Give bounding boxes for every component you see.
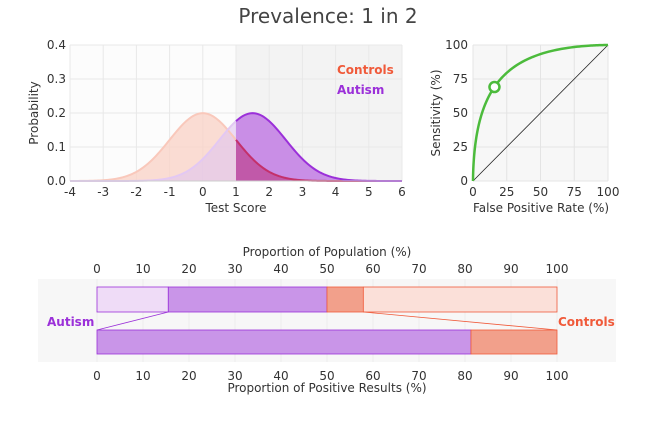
bottom-tick-label: 60 (365, 369, 380, 383)
top-tick-label: 80 (457, 262, 472, 276)
bottom-tick-label: 30 (227, 369, 242, 383)
dist-xlabel: Test Score (204, 201, 266, 215)
connector-autism (96, 311, 169, 331)
population-segment-true-negative (362, 286, 558, 313)
x-tick-label: 5 (365, 185, 373, 199)
top-tick-label: 60 (365, 262, 380, 276)
bottom-tick-label: 50 (319, 369, 334, 383)
x-tick-label: 2 (265, 185, 273, 199)
bottom-tick-label: 0 (93, 369, 101, 383)
bottom-tick-label: 100 (546, 369, 569, 383)
y-tick-label: 100 (445, 38, 468, 52)
roc-xlabel: False Positive Rate (%) (473, 201, 609, 215)
y-tick-label: 25 (453, 140, 468, 154)
autism-negative-area (70, 121, 236, 181)
top-tick-label: 30 (227, 262, 242, 276)
dist-ylabel: Probability (27, 81, 41, 144)
proportion-bars: 0 0 10 10 20 20 30 30 40 40 50 50 60 60 70 70 80 80 90 90 10… (38, 262, 616, 383)
bottom-tick-label: 90 (503, 369, 518, 383)
bar-top-axis-label: Proportion of Population (%) (243, 245, 412, 259)
y-tick-label: 75 (453, 72, 468, 86)
x-tick-label: 25 (499, 185, 514, 199)
x-tick-label: -1 (164, 185, 176, 199)
controls-positive-area (236, 139, 402, 181)
x-tick-label: 100 (597, 185, 620, 199)
population-segment-false-negative (96, 286, 169, 313)
y-tick-label: 0.0 (47, 174, 66, 188)
y-tick-label: 50 (453, 106, 468, 120)
top-tick-label: 0 (93, 262, 101, 276)
bottom-tick-label: 20 (181, 369, 196, 383)
x-tick-label: 0 (469, 185, 477, 199)
top-tick-label: 40 (273, 262, 288, 276)
top-tick-label: 90 (503, 262, 518, 276)
x-tick-label: 6 (398, 185, 406, 199)
roc-curve (471, 43, 608, 181)
population-segment-true-positive (167, 286, 328, 313)
top-tick-label: 10 (135, 262, 150, 276)
y-tick-label: 0.2 (47, 106, 66, 120)
legend-autism: Autism (337, 83, 384, 97)
bottom-tick-label: 80 (457, 369, 472, 383)
positive-segment-controls (470, 329, 558, 355)
roc-chart: 0 25 50 75 100 0 25 50 75 100 (445, 38, 619, 199)
bar-bottom-axis-label: Proportion of Positive Results (%) (227, 381, 426, 395)
page-title: Prevalence: 1 in 2 (238, 4, 418, 28)
y-tick-label: 0.3 (47, 72, 66, 86)
x-tick-label: 50 (533, 185, 548, 199)
bottom-tick-label: 40 (273, 369, 288, 383)
x-tick-label: -2 (130, 185, 142, 199)
connector-controls (363, 311, 558, 331)
x-tick-label: 0 (199, 185, 207, 199)
x-tick-label: 3 (299, 185, 307, 199)
x-tick-label: -4 (64, 185, 76, 199)
distribution-chart: -4 -3 -2 -1 0 1 2 3 4 5 6 0.0 0.1 0.2 0.3 0.4 (47, 38, 406, 199)
bottom-tick-label: 70 (411, 369, 426, 383)
top-tick-label: 20 (181, 262, 196, 276)
controls-negative-area (70, 113, 236, 181)
chance-line (472, 44, 609, 182)
x-tick-label: -3 (97, 185, 109, 199)
bar-legend-autism: Autism (47, 315, 94, 329)
x-tick-label: 75 (567, 185, 582, 199)
population-segment-false-positive (326, 286, 364, 313)
x-tick-label: 1 (232, 185, 240, 199)
roc-ylabel: Sensitivity (%) (429, 69, 443, 156)
legend-controls: Controls (337, 63, 394, 77)
x-tick-label: 4 (332, 185, 340, 199)
top-tick-label: 70 (411, 262, 426, 276)
bottom-tick-label: 10 (135, 369, 150, 383)
positive-segment-autism (96, 329, 472, 355)
operating-point (488, 80, 501, 94)
y-tick-label: 0.1 (47, 140, 66, 154)
bar-legend-controls: Controls (558, 315, 615, 329)
top-tick-label: 50 (319, 262, 334, 276)
top-tick-label: 100 (546, 262, 569, 276)
y-tick-label: 0.4 (47, 38, 66, 52)
y-tick-label: 0 (460, 174, 468, 188)
